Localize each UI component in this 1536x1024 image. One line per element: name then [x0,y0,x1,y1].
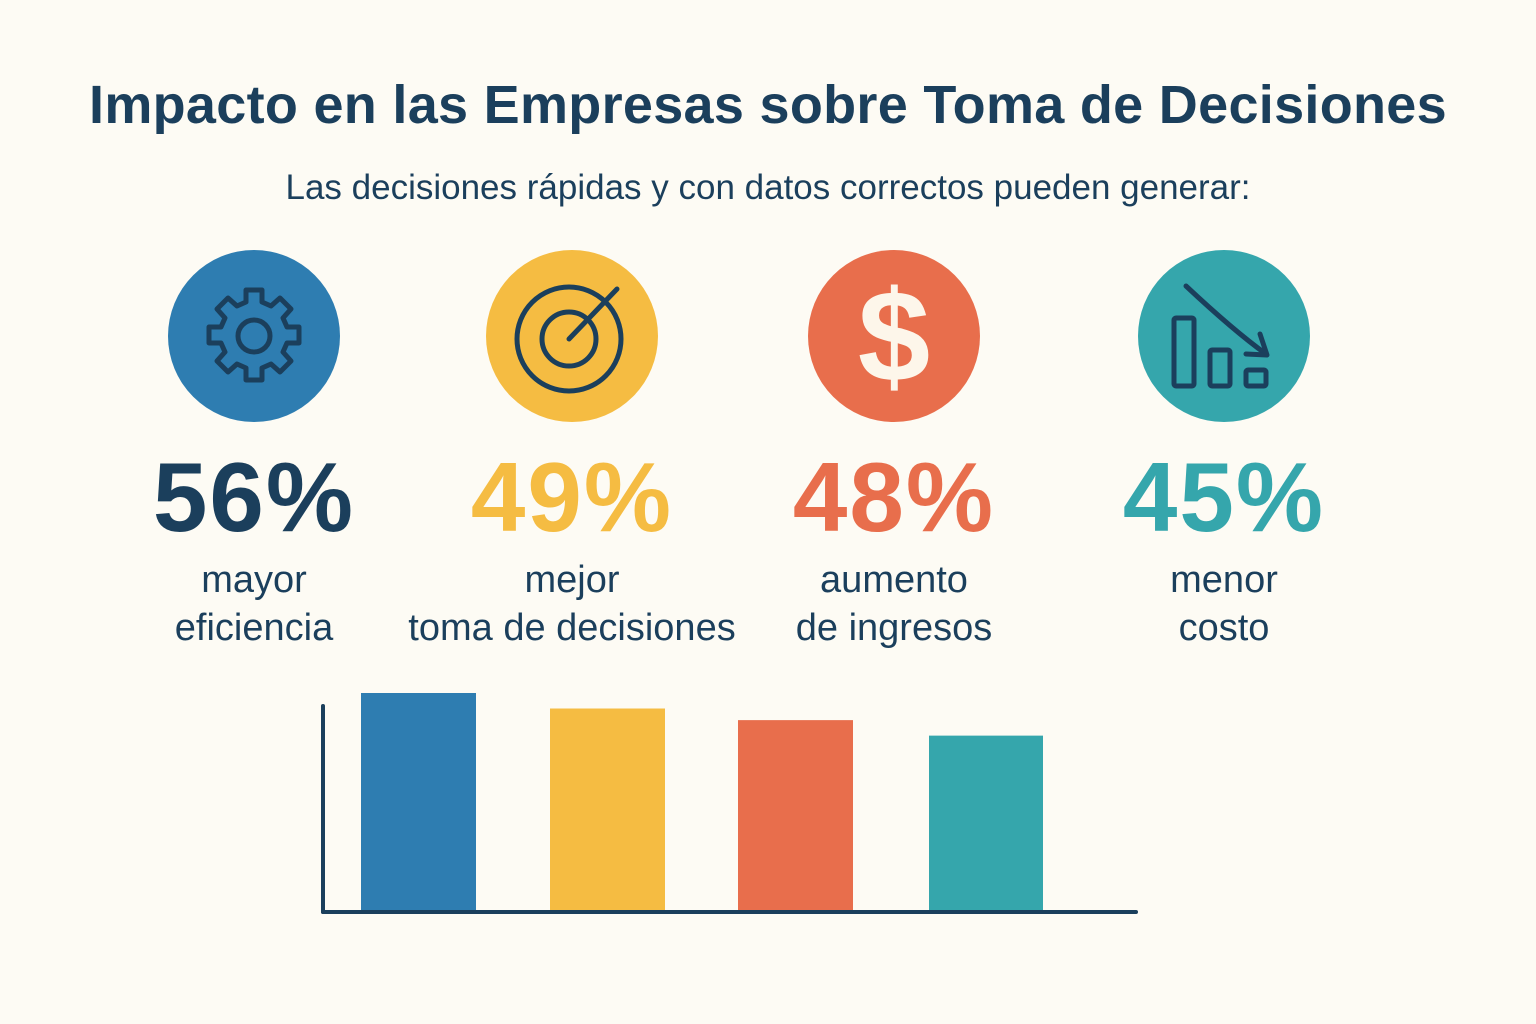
stat-label-line2: eficiencia [174,607,334,649]
target-icon [514,284,624,394]
bar-2 [550,708,665,910]
stat-circle [486,250,658,422]
stat-label-line1: mejor [524,559,620,601]
stat-decisions: 49% mejor toma de decisiones [402,250,742,652]
chart-down-icon [1171,283,1270,389]
dollar-icon: $ [857,263,931,409]
stat-value: 56% [152,442,356,552]
stat-value: 48% [792,442,996,552]
stat-label: menor costo [1054,556,1394,652]
stat-label-line2: costo [1178,607,1270,649]
stat-value: 45% [1122,442,1326,552]
stat-label: mayor eficiencia [84,556,424,652]
page-title: Impacto en las Empresas sobre Toma de De… [89,75,1447,135]
bar-4 [929,735,1043,910]
stat-label-line1: menor [1170,559,1278,601]
stat-circle [168,250,340,422]
stat-value: 49% [470,442,674,552]
stat-label: mejor toma de decisiones [402,556,742,652]
stat-efficiency: 56% mayor eficiencia [84,250,424,652]
stat-revenue: $ 48% aumento de ingresos [724,250,1064,652]
gear-icon [206,287,302,383]
stat-cost: 45% menor costo [1054,250,1394,652]
stat-circle: $ [808,250,980,422]
stat-label-line2: toma de decisiones [408,607,736,649]
stat-label-line1: mayor [201,559,307,601]
stat-label: aumento de ingresos [724,556,1064,652]
page-subtitle: Las decisiones rápidas y con datos corre… [285,168,1251,207]
stat-label-line1: aumento [820,559,968,601]
stat-circle [1138,250,1310,422]
bar-1 [361,693,476,910]
stat-label-line2: de ingresos [795,607,993,649]
bar-3 [738,720,853,910]
